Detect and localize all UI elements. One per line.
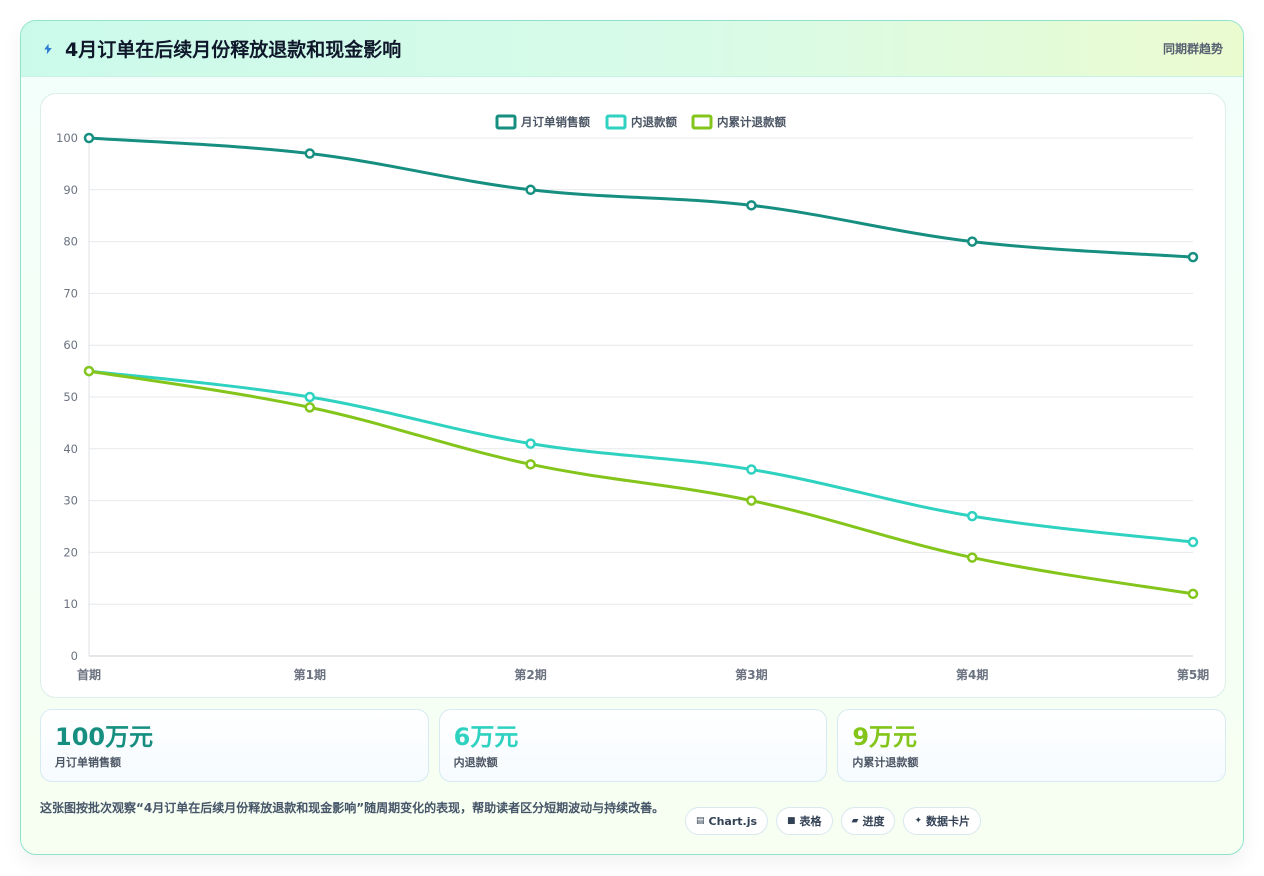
series-3 <box>83 365 1199 600</box>
x-tick-label: 第5期 <box>1177 667 1209 682</box>
data-point[interactable] <box>746 464 757 475</box>
chip-group: ▤ Chart.js ■ 表格 ▰ 进度 ✦ 数据卡片 <box>684 807 981 835</box>
y-tick-label: 70 <box>63 286 78 300</box>
series-line <box>87 369 1195 596</box>
series-line <box>87 136 1195 259</box>
bolt-icon <box>41 42 55 56</box>
data-point[interactable] <box>304 148 316 159</box>
chip-data-cards[interactable]: ✦ 数据卡片 <box>903 807 981 835</box>
chip-label: 数据卡片 <box>926 815 970 828</box>
card-header: 4月订单在后续月份释放退款和现金影响 同期群趋势 <box>21 21 1243 77</box>
data-point[interactable] <box>1187 536 1199 548</box>
y-tick-label: 100 <box>56 131 78 145</box>
data-point[interactable] <box>525 438 536 449</box>
stat-label: 内累计退款额 <box>852 756 919 769</box>
progress-icon: ▰ <box>851 816 859 826</box>
data-point[interactable] <box>1187 588 1199 600</box>
data-point[interactable] <box>304 402 316 413</box>
data-point[interactable] <box>966 236 978 247</box>
footer-note: 这张图按批次观察“4月订单在后续月份释放退款和现金影响”随周期变化的表现，帮助读… <box>40 801 665 815</box>
data-point[interactable] <box>83 365 95 377</box>
legend-label: 内退款额 <box>631 115 677 129</box>
data-point[interactable] <box>746 495 757 506</box>
y-tick-label: 60 <box>63 338 78 352</box>
footer: 这张图按批次观察“4月订单在后续月份释放退款和现金影响”随周期变化的表现，帮助读… <box>40 799 1226 839</box>
legend-swatch <box>495 114 517 130</box>
chip-label: Chart.js <box>708 814 758 828</box>
series-1 <box>83 132 1199 263</box>
data-point[interactable] <box>966 552 978 563</box>
data-point[interactable] <box>304 391 316 403</box>
y-tick-label: 50 <box>63 390 78 404</box>
legend-swatch <box>605 114 627 130</box>
stat-label: 月订单销售额 <box>55 756 121 769</box>
data-point[interactable] <box>83 132 95 144</box>
stats-row: 100万元 月订单销售额 6万元 内退款额 9万元 内累计退款额 <box>40 709 1227 782</box>
y-tick-label: 40 <box>63 442 78 456</box>
y-tick-label: 30 <box>63 494 78 508</box>
legend-swatch <box>691 114 713 130</box>
sparkle-icon: ✦ <box>914 816 922 826</box>
chart-card: 4月订单在后续月份释放退款和现金影响 同期群趋势 月订单销售额 内退款额 内累计退款… <box>20 20 1244 855</box>
stat-card-refund: 6万元 内退款额 <box>438 709 828 782</box>
series-2 <box>83 365 1199 548</box>
series-line <box>87 369 1195 544</box>
legend-label: 月订单销售额 <box>520 115 590 129</box>
data-point[interactable] <box>966 510 978 522</box>
y-tick-label: 80 <box>63 235 78 249</box>
stat-value: 100万元 <box>55 723 154 751</box>
y-tick-label: 0 <box>71 649 78 663</box>
data-point[interactable] <box>525 459 536 470</box>
x-tick-label: 第1期 <box>294 667 326 682</box>
chip-table[interactable]: ■ 表格 <box>776 807 833 835</box>
chip-label: 表格 <box>799 815 822 828</box>
cohort-tag: 同期群趋势 <box>1162 42 1223 56</box>
chart-title: 4月订单在后续月份释放退款和现金影响 <box>65 39 402 61</box>
x-tick-label: 第3期 <box>735 667 767 682</box>
x-tick-label: 第4期 <box>956 667 988 682</box>
stat-label: 内退款额 <box>453 756 498 769</box>
chart-legend: 月订单销售额 内退款额 内累计退款额 <box>495 114 786 130</box>
legend-label: 内累计退款额 <box>717 115 786 129</box>
y-tick-label: 10 <box>63 597 78 611</box>
y-tick-label: 20 <box>63 545 78 559</box>
chart-panel: 月订单销售额 内退款额 内累计退款额 0 10 20 30 40 50 60 70 80 90 100 首期… <box>40 93 1226 698</box>
stat-card-sales: 100万元 月订单销售额 <box>40 709 429 782</box>
x-tick-label: 第2期 <box>514 667 546 682</box>
header-left: 4月订单在后续月份释放退款和现金影响 <box>41 35 401 62</box>
stat-card-cumulative-refund: 9万元 内累计退款额 <box>837 709 1227 782</box>
x-tick-label: 首期 <box>77 667 101 682</box>
table-icon: ■ <box>787 816 796 826</box>
chip-label: 进度 <box>862 815 885 828</box>
chart-icon: ▤ <box>695 816 705 826</box>
data-point[interactable] <box>746 200 757 211</box>
y-tick-label: 90 <box>63 183 78 197</box>
line-chart: 月订单销售额 内退款额 内累计退款额 0 10 20 30 40 50 60 70 80 90 100 首期… <box>56 114 1209 682</box>
stat-value: 9万元 <box>852 723 918 751</box>
data-point[interactable] <box>525 184 536 196</box>
stat-value: 6万元 <box>453 723 519 751</box>
chip-progress[interactable]: ▰ 进度 <box>840 807 896 835</box>
chip-chartjs[interactable]: ▤ Chart.js <box>684 807 769 835</box>
data-point[interactable] <box>1187 251 1199 263</box>
